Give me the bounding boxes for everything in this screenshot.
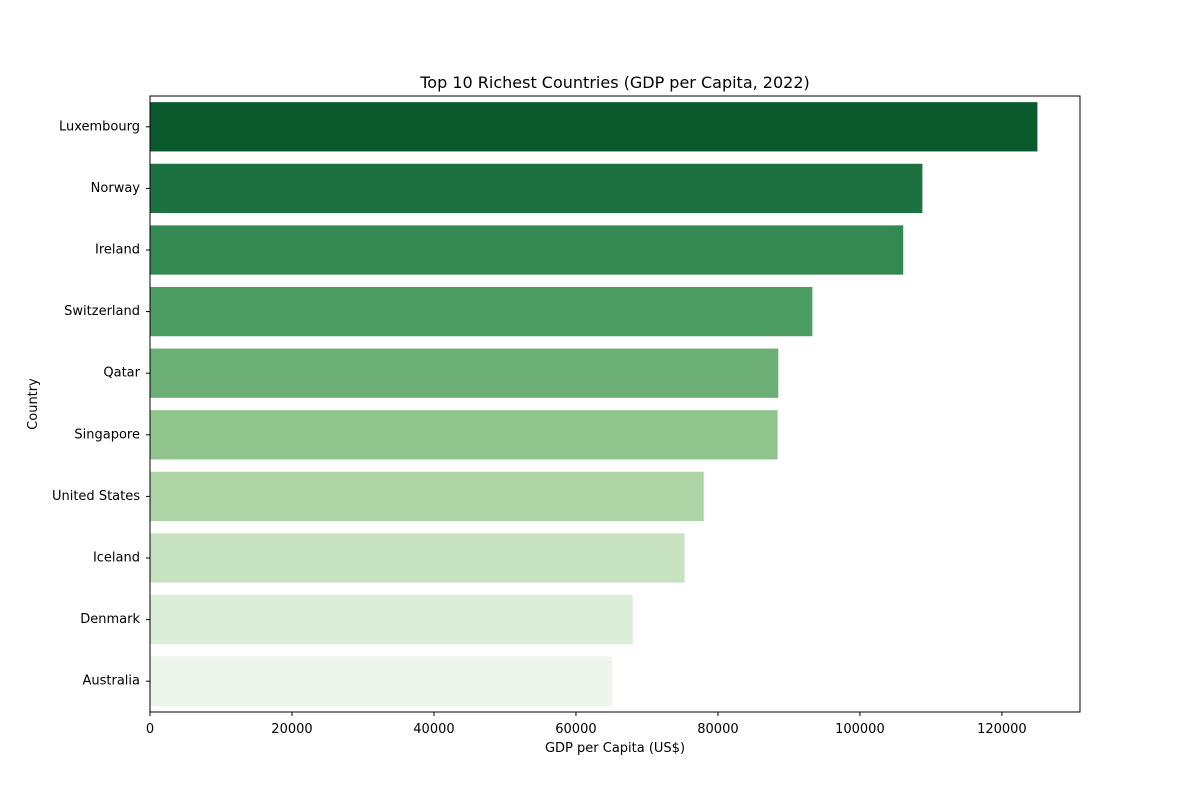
y-tick-label: Luxembourg [59,119,140,134]
y-tick-label: United States [52,489,140,504]
y-axis: Luxembourg Norway Ireland Switzerland Qatar S… [52,119,150,689]
x-tick-label: 100000 [835,722,885,737]
bar-united-states [150,471,704,522]
bar-luxembourg [150,102,1038,152]
bars-layer [150,102,1038,706]
x-tick-label: 120000 [977,722,1027,737]
y-tick-label: Switzerland [64,304,140,319]
y-tick-label: Denmark [80,612,140,627]
y-tick-label: Singapore [74,427,140,442]
y-axis-label: Country [26,378,41,430]
x-tick-label: 80000 [697,722,738,737]
x-tick-label: 20000 [271,722,312,737]
bar-qatar [150,348,779,398]
bar-singapore [150,410,778,460]
x-axis: 0 20000 40000 60000 80000 100000 120000 [146,712,1027,737]
bar-iceland [150,533,685,583]
y-tick-label: Qatar [103,366,140,381]
x-tick-label: 60000 [555,722,596,737]
bar-denmark [150,594,633,645]
y-tick-label: Australia [82,674,140,689]
y-tick-label: Norway [91,181,141,196]
y-tick-label: Iceland [93,551,140,566]
y-tick-label: Ireland [95,243,140,258]
bar-switzerland [150,286,813,337]
x-axis-label: GDP per Capita (US$) [545,741,685,756]
x-tick-label: 0 [146,722,154,737]
chart-title: Top 10 Richest Countries (GDP per Capita… [419,73,810,92]
bar-australia [150,656,613,706]
bar-ireland [150,225,904,275]
x-tick-label: 40000 [413,722,454,737]
plot-frame [149,95,1081,713]
bar-norway [150,163,923,214]
